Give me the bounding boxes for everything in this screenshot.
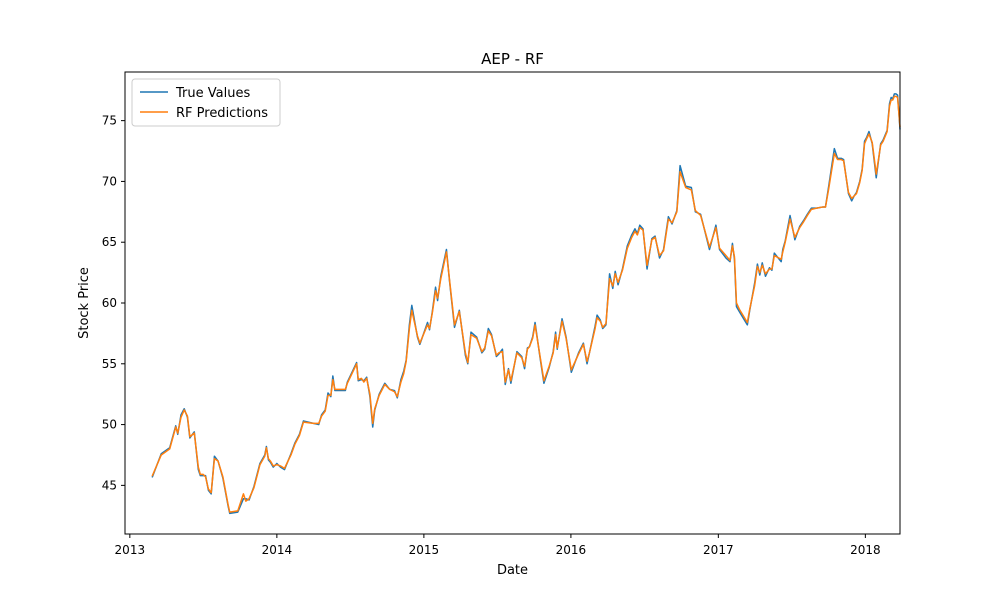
y-axis-ticks: 45 50 55 60 65 70 75 bbox=[102, 114, 125, 492]
x-tick-label: 2015 bbox=[409, 543, 440, 557]
x-axis-ticks: 2013 2014 2015 2016 2017 2018 bbox=[115, 534, 881, 557]
y-tick-label: 60 bbox=[102, 296, 117, 310]
x-tick-label: 2013 bbox=[115, 543, 146, 557]
y-tick-label: 70 bbox=[102, 174, 117, 188]
y-tick-label: 65 bbox=[102, 235, 117, 249]
legend-label: RF Predictions bbox=[176, 106, 268, 121]
series-line-rf-predictions bbox=[151, 95, 901, 513]
legend: True Values RF Predictions bbox=[131, 78, 281, 127]
chart-title: AEP - RF bbox=[481, 50, 544, 68]
legend-label: True Values bbox=[175, 86, 250, 101]
x-tick-label: 2018 bbox=[850, 543, 881, 557]
y-axis-label: Stock Price bbox=[77, 267, 92, 339]
y-tick-label: 50 bbox=[102, 418, 117, 432]
y-tick-label: 75 bbox=[102, 114, 117, 128]
legend-box bbox=[131, 78, 281, 127]
y-tick-label: 55 bbox=[102, 357, 117, 371]
x-axis-label: Date bbox=[497, 563, 528, 578]
x-tick-label: 2017 bbox=[703, 543, 734, 557]
series-layer bbox=[151, 93, 901, 515]
x-tick-label: 2014 bbox=[262, 543, 293, 557]
y-tick-label: 45 bbox=[102, 478, 117, 492]
x-tick-label: 2016 bbox=[556, 543, 587, 557]
